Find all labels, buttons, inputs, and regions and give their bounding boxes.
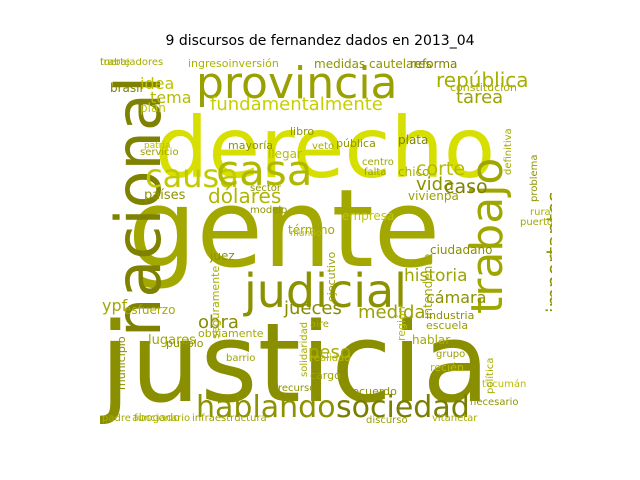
cloud-word: plan [140, 101, 166, 115]
cloud-word: barrio [226, 353, 256, 364]
cloud-word: ciudadano [430, 243, 493, 257]
cloud-word: chico [398, 165, 430, 179]
cloud-word: recurso [278, 383, 316, 394]
cloud-word: hablando [196, 390, 336, 425]
cloud-word: ypf [102, 296, 128, 315]
cloud-word: juez [210, 249, 235, 263]
cloud-word: patria [144, 141, 171, 151]
cloud-word: derecho [155, 99, 496, 197]
cloud-word: casa [216, 146, 313, 195]
cloud-word: esfuerzo [124, 303, 176, 317]
cloud-word: corte [416, 158, 466, 180]
cloud-word: sociedad [336, 390, 470, 425]
cloud-word: recién [430, 361, 464, 374]
cloud-word: discurso [366, 415, 408, 426]
cloud-word: mundo [290, 229, 322, 239]
cloud-word: vida [416, 174, 455, 195]
cloud-word: llegar [268, 147, 302, 161]
cloud-word: solidaridad [299, 322, 310, 378]
cloud-word: empresa [342, 209, 395, 223]
cloud-word: reforma [410, 58, 458, 71]
cloud-word: obviamente [198, 327, 264, 340]
cloud-word: municipio [115, 336, 128, 390]
cloud-word: puerto [520, 217, 552, 228]
cloud-word: causa [145, 157, 239, 195]
cloud-word: servicio [140, 147, 179, 158]
cloud-word: tema [150, 88, 192, 107]
cloud-word: modelo [250, 205, 288, 216]
cloud-word: falta [364, 167, 387, 178]
cloud-word: infraestructura [192, 413, 267, 424]
cloud-word: fundamentalmente [210, 94, 383, 115]
cloud-word: escuela [426, 319, 469, 332]
cloud-word: medidas cautelares [314, 58, 432, 71]
cloud-word: tarea [456, 87, 504, 108]
cloud-word: sector [250, 183, 282, 194]
cloud-word: pública [336, 137, 376, 150]
cloud-word: caso [444, 176, 488, 198]
cloud-word: idea [140, 74, 175, 93]
cloud-word: brasil [110, 81, 143, 95]
chart-title: 9 discursos de fernandez dados en 2013_0… [165, 33, 475, 49]
cloud-word: justicia [100, 299, 490, 427]
cloud-word: judicial [244, 264, 407, 318]
cloud-word: peso [308, 342, 351, 363]
cloud-word: tucumán [482, 379, 527, 390]
cloud-word: provincia [196, 58, 398, 109]
cloud-word: plata [398, 133, 429, 147]
cloud-word: historia [404, 266, 468, 286]
cloud-word: centro [362, 157, 394, 168]
cloud-word: definitiva [503, 128, 514, 175]
cloud-word: necesario [470, 397, 519, 408]
cloud-word: hablar [412, 333, 451, 347]
cloud-word: vivienpa [408, 189, 459, 203]
cloud-word: ingresoinversión [188, 58, 279, 70]
cloud-word: constitución [450, 81, 517, 94]
cloud-word: ejecutivo [325, 252, 338, 303]
cloud-word: cámara [426, 288, 487, 307]
cloud-word: mayoría [228, 139, 274, 152]
cloud-word: pueblo [166, 337, 204, 350]
cloud-word: república [436, 68, 529, 92]
cloud-word: gente [128, 167, 441, 292]
cloud-word: obra [198, 312, 239, 333]
cloud-word: veto [312, 141, 335, 152]
cloud-word: realidad [310, 353, 351, 364]
cloud-word: recuerdo [348, 385, 397, 398]
cloud-word: jueces [284, 298, 342, 319]
cloud-word: medida [358, 302, 426, 323]
cloud-word: fuerte [100, 58, 131, 68]
cloud-word: rural [530, 207, 552, 218]
cloud-word: cargo [310, 369, 341, 382]
cloud-word: grupo [436, 349, 466, 360]
cloud-word: países [144, 188, 186, 203]
cloud-word: industria [426, 309, 475, 322]
cloud-word: problema [529, 154, 540, 202]
cloud-word: lugares [148, 333, 196, 348]
cloud-word: trabajadores [100, 58, 164, 68]
cloud-word: región [395, 306, 408, 341]
cloud-word: vitanetar [432, 413, 478, 424]
cloud-word: abogado [132, 411, 180, 424]
cloud-word: libro [290, 125, 315, 138]
cloud-word: dólares [208, 184, 282, 208]
word-cloud: gente justicia derecho provincia nacional cau… [100, 58, 552, 430]
cloud-word: término [288, 223, 335, 237]
cloud-word: aire [310, 319, 329, 330]
cloud-word: política [485, 358, 496, 395]
cloud-word: padre funcionario [102, 413, 191, 424]
